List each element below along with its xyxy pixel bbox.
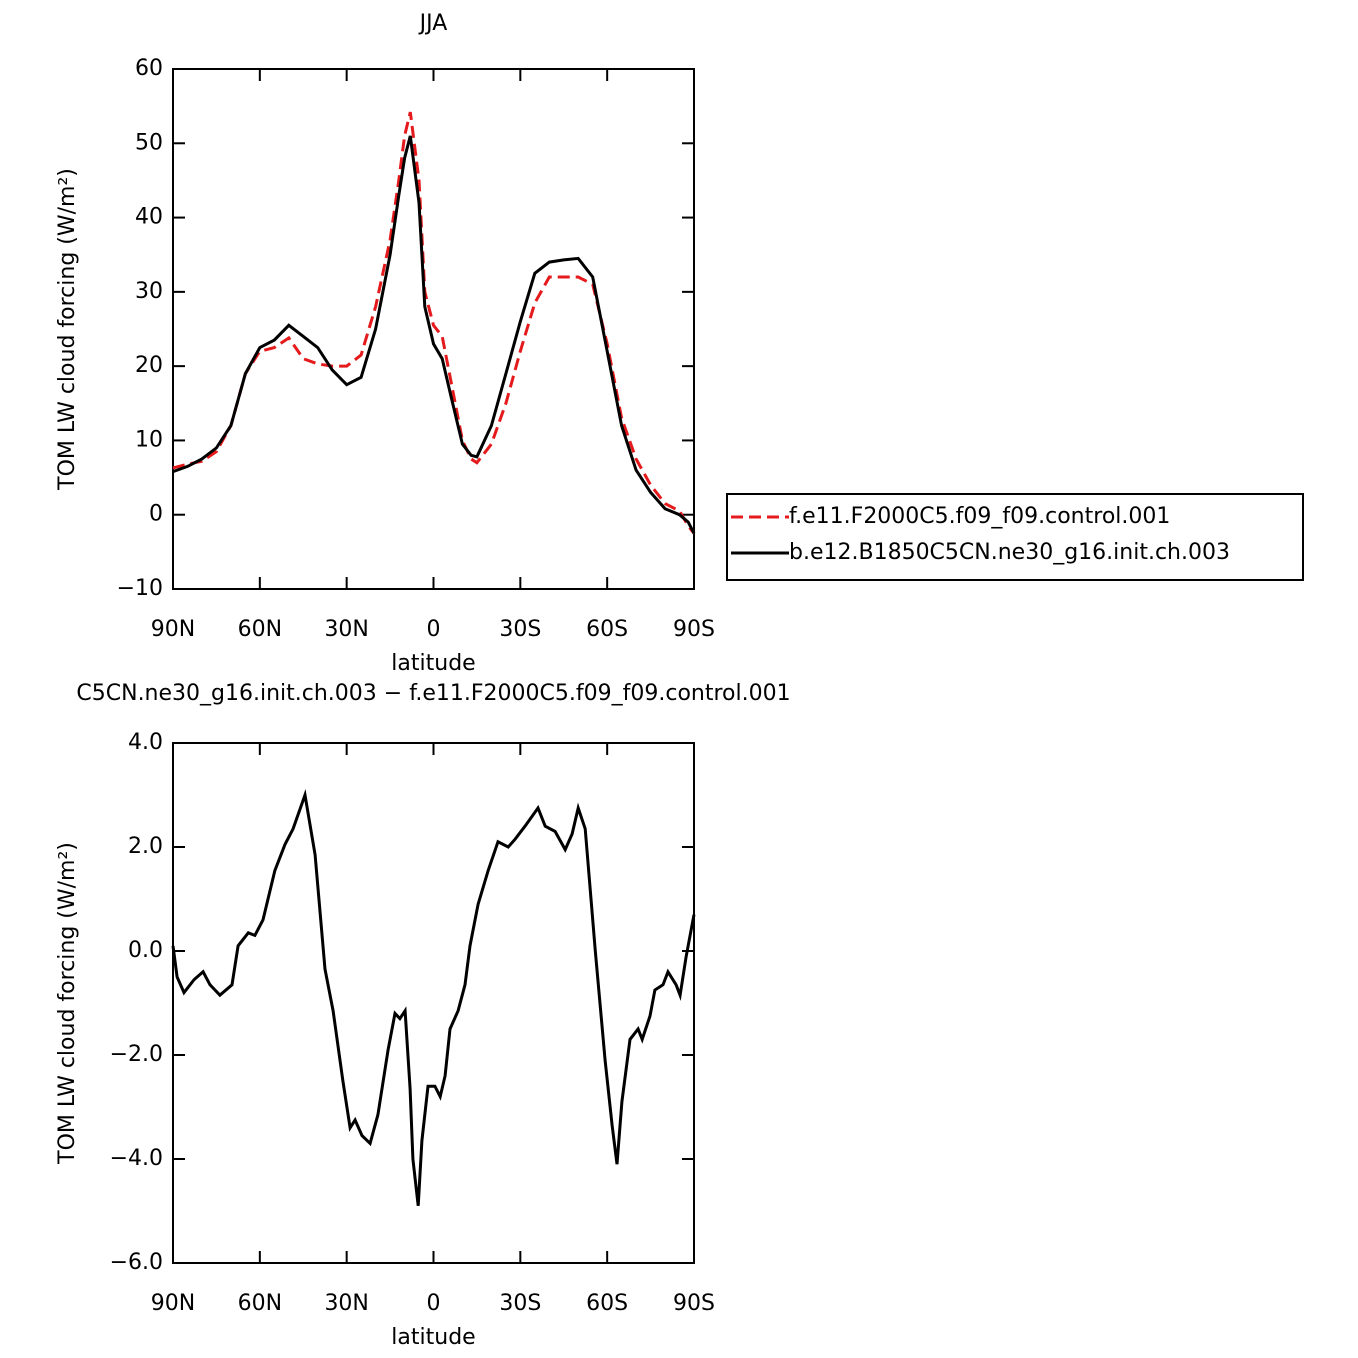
y-tick-label: −6.0 — [110, 1250, 163, 1275]
x-tick-label: 90S — [673, 617, 715, 642]
y-tick-label: 50 — [135, 130, 163, 155]
y-tick-label: −2.0 — [110, 1042, 163, 1067]
x-tick-label: 30N — [324, 617, 368, 642]
plot-frame — [172, 742, 695, 1264]
plot-frame — [172, 68, 695, 590]
x-tick-label: 30S — [499, 1291, 541, 1316]
data-line — [172, 111, 696, 535]
data-line — [172, 135, 696, 534]
y-tick-label: 20 — [135, 353, 163, 378]
legend-label: f.e11.F2000C5.f09_f09.control.001 — [789, 504, 1170, 529]
x-axis-label: latitude — [391, 1325, 475, 1350]
x-tick-label: 60S — [586, 1291, 628, 1316]
legend-box — [726, 493, 1304, 581]
y-axis-label: TOM LW cloud forcing (W/m²) — [55, 842, 80, 1165]
chart-title: C5CN.ne30_g16.init.ch.003 − f.e11.F2000C… — [76, 681, 790, 706]
legend-label: b.e12.B1850C5CN.ne30_g16.init.ch.003 — [789, 540, 1230, 565]
y-tick-label: 40 — [135, 205, 163, 230]
x-tick-label: 0 — [427, 1291, 441, 1316]
x-axis-label: latitude — [391, 651, 475, 676]
x-tick-label: 30N — [324, 1291, 368, 1316]
x-tick-label: 90S — [673, 1291, 715, 1316]
x-tick-label: 60S — [586, 617, 628, 642]
y-tick-label: 0.0 — [128, 938, 163, 963]
y-axis-label: TOM LW cloud forcing (W/m²) — [55, 168, 80, 491]
y-tick-label: −10 — [117, 576, 163, 601]
data-line — [171, 789, 696, 1206]
chart-title: JJA — [418, 11, 448, 36]
x-tick-label: 30S — [499, 617, 541, 642]
y-tick-label: −4.0 — [110, 1146, 163, 1171]
x-tick-label: 60N — [238, 1291, 282, 1316]
x-tick-label: 90N — [151, 617, 195, 642]
y-tick-label: 2.0 — [128, 834, 163, 859]
x-tick-label: 90N — [151, 1291, 195, 1316]
y-tick-label: 30 — [135, 279, 163, 304]
y-tick-label: 10 — [135, 427, 163, 452]
y-tick-label: 0 — [149, 502, 163, 527]
x-tick-label: 60N — [238, 617, 282, 642]
x-tick-label: 0 — [427, 617, 441, 642]
y-tick-label: 60 — [135, 56, 163, 81]
y-tick-label: 4.0 — [128, 730, 163, 755]
